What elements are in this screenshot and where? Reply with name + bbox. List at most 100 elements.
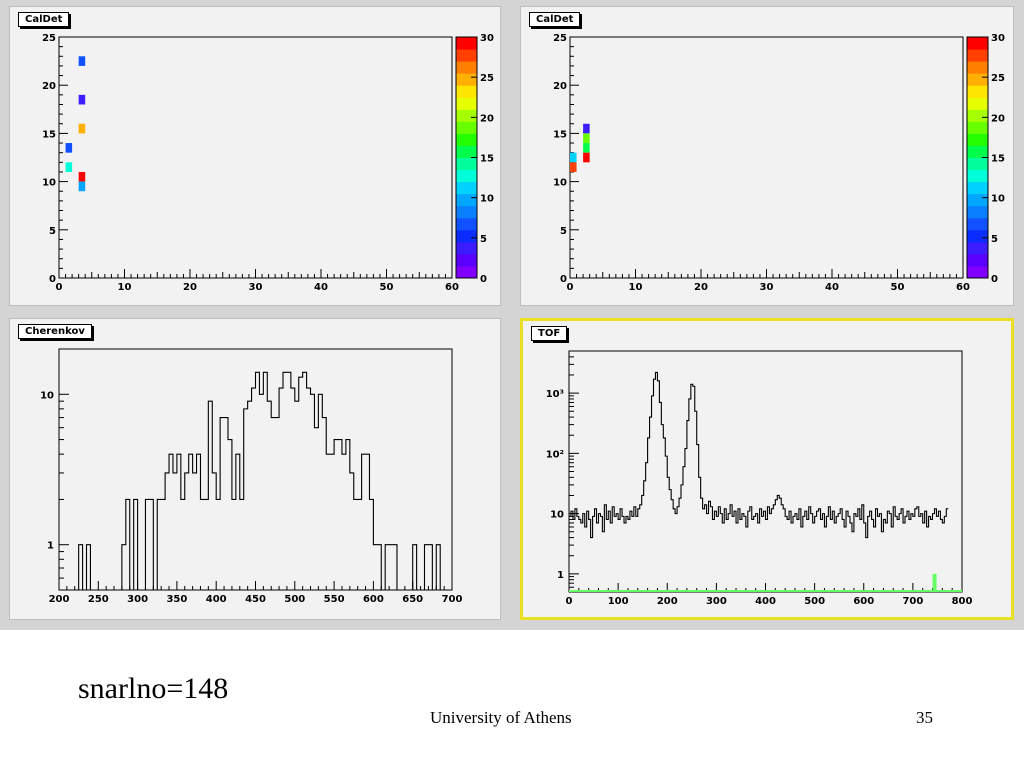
palette-swatch: [967, 217, 988, 231]
x-tick-label: 500: [804, 596, 825, 607]
x-tick-label: 20: [183, 282, 197, 293]
palette-swatch: [456, 133, 477, 146]
z-tick-label: 15: [480, 154, 494, 165]
x-tick-label: 40: [825, 282, 839, 293]
x-tick-label: 60: [445, 282, 459, 293]
palette-swatch: [456, 37, 477, 50]
palette-swatch: [967, 241, 988, 255]
palette-swatch: [456, 241, 477, 255]
heatmap-cell: [78, 181, 86, 192]
palette-swatch: [967, 169, 988, 183]
x-tick-label: 20: [694, 282, 708, 293]
x-tick-label: 400: [755, 596, 776, 607]
z-tick-label: 25: [991, 73, 1005, 84]
heatmap-cell: [78, 171, 86, 182]
z-tick-label: 0: [991, 274, 998, 285]
cherenkov-chart: 200 250 300 350 400 450 500 550 600 650 700 1 10: [40, 348, 463, 605]
palette-swatch: [456, 205, 477, 219]
pad-tof[interactable]: TOF 0 100 200 300 400 500 600 700 800 1 10 10² 10³: [520, 318, 1014, 620]
z-tick-label: 10: [991, 194, 1005, 205]
x-tick-label: 400: [206, 594, 227, 605]
plot-frame: [58, 348, 453, 591]
x-tick-label: 200: [657, 596, 678, 607]
palette-swatch: [456, 109, 477, 122]
pad-title-caldet-1: CalDet: [18, 12, 70, 27]
z-tick-label: 10: [480, 194, 494, 205]
palette-swatch: [967, 61, 988, 74]
palette-swatch: [967, 97, 988, 110]
x-tick-label: 60: [956, 282, 970, 293]
pad-title-cherenkov: Cherenkov: [18, 324, 92, 339]
y-tick-label: 15: [553, 129, 567, 140]
y-tick-label: 10: [553, 178, 567, 189]
x-tick-label: 300: [706, 596, 727, 607]
palette-swatch: [456, 217, 477, 231]
palette-swatch: [456, 193, 477, 207]
x-tick-label: 350: [166, 594, 187, 605]
caldet-1-chart: 0 10 20 30 40 50 60 0 5 10 15 20 25 0 5 10 15 20 25 30: [42, 33, 494, 293]
y-tick-label: 10: [42, 178, 56, 189]
y-tick-label: 25: [553, 33, 567, 44]
y-tick-label: 0: [49, 274, 56, 285]
heatmap-cell: [583, 143, 590, 153]
pad-cherenkov[interactable]: Cherenkov 200 250 300 350 400 450 500 550 600 650…: [9, 318, 501, 620]
z-tick-label: 20: [991, 113, 1005, 124]
pad-caldet-2[interactable]: CalDet 0 10 20 30 40 50 60 0 5 10 15 20 25 0 5 10 15 20 25…: [520, 6, 1014, 306]
plot-frame: [569, 36, 964, 279]
heatmap-cell: [78, 123, 86, 134]
palette-swatch: [456, 73, 477, 86]
pad-caldet-1[interactable]: CalDet 0 10 20 30 40 50 60 0 5 10 15 20 25 0 5 10 15 20 25…: [9, 6, 501, 306]
palette-swatch: [967, 121, 988, 134]
x-tick-label: 50: [380, 282, 394, 293]
palette-swatch: [967, 157, 988, 171]
x-tick-label: 10: [629, 282, 643, 293]
palette-swatch: [967, 49, 988, 62]
x-tick-label: 700: [442, 594, 463, 605]
x-tick-label: 450: [245, 594, 266, 605]
y-tick-label: 10: [40, 390, 54, 401]
x-tick-label: 300: [127, 594, 148, 605]
x-tick-label: 250: [88, 594, 109, 605]
palette-swatch: [967, 85, 988, 98]
z-tick-label: 15: [991, 154, 1005, 165]
page-number: 35: [916, 708, 933, 727]
histogram-series-0: [569, 371, 949, 539]
palette-swatch: [456, 181, 477, 195]
z-tick-label: 0: [480, 274, 487, 285]
y-tick-label: 10: [550, 510, 564, 521]
z-tick-label: 30: [991, 33, 1005, 44]
palette-swatch: [456, 49, 477, 62]
palette-swatch: [456, 97, 477, 110]
y-tick-label: 5: [560, 226, 567, 237]
z-tick-label: 30: [480, 33, 494, 44]
y-tick-label: 20: [42, 81, 56, 92]
palette-swatch: [456, 253, 477, 267]
y-tick-label: 1: [47, 541, 54, 552]
heatmap-cell: [65, 162, 73, 172]
palette-swatch: [967, 193, 988, 207]
green-spike: [932, 573, 937, 592]
y-tick-label: 25: [42, 33, 56, 44]
x-tick-label: 0: [56, 282, 63, 293]
palette-swatch: [967, 205, 988, 219]
palette-swatch: [967, 253, 988, 267]
x-tick-label: 800: [952, 596, 973, 607]
palette-swatch: [967, 145, 988, 158]
root-canvas: CalDet 0 10 20 30 40 50 60 0 5 10 15 20 25 0 5 10 15 20 25…: [0, 0, 1024, 630]
x-tick-label: 600: [363, 594, 384, 605]
heatmap-cell: [583, 123, 590, 134]
palette-swatch: [456, 145, 477, 158]
y-tick-label: 0: [560, 274, 567, 285]
palette-swatch: [456, 85, 477, 98]
x-tick-label: 0: [566, 596, 573, 607]
x-tick-label: 500: [284, 594, 305, 605]
pad-title-tof: TOF: [531, 326, 568, 341]
heatmap-cell: [65, 143, 73, 153]
z-tick-label: 20: [480, 113, 494, 124]
x-tick-label: 0: [567, 282, 574, 293]
palette-swatch: [967, 109, 988, 122]
palette-swatch: [967, 181, 988, 195]
snarl-label: snarlno=148: [78, 672, 229, 705]
histogram-series-0: [59, 371, 452, 591]
palette-swatch: [456, 121, 477, 134]
